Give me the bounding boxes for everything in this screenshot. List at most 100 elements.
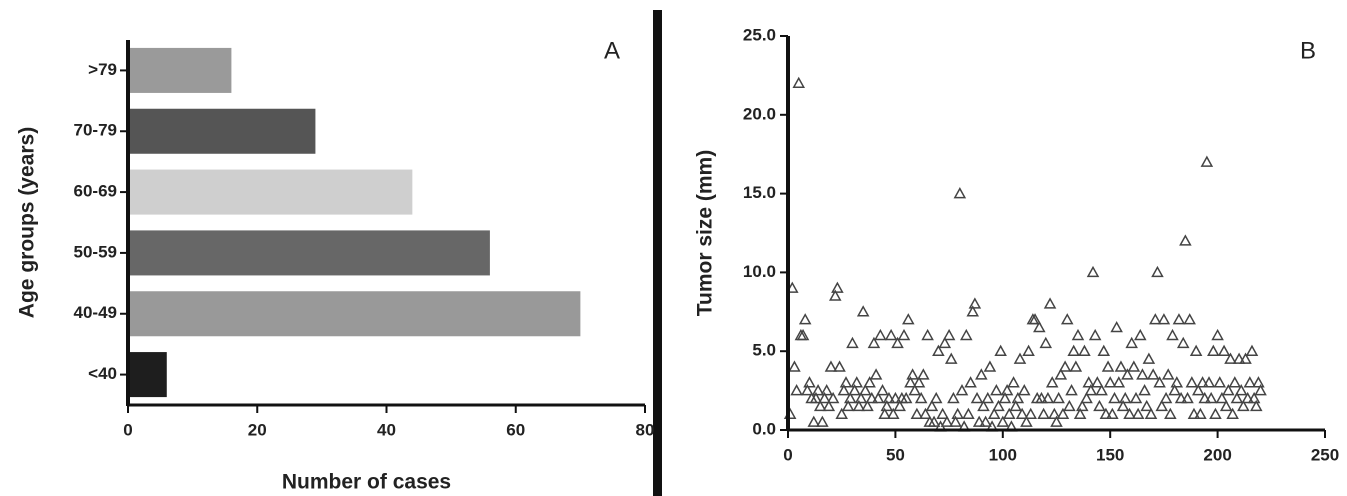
triangle-point <box>951 407 964 419</box>
triangle-point <box>796 328 810 341</box>
triangle-point <box>932 344 945 356</box>
triangle-point <box>1146 368 1160 380</box>
y-tick-label: 40-49 <box>74 303 117 322</box>
triangle-point <box>1033 321 1046 333</box>
triangle-point <box>1200 155 1214 167</box>
triangle-point <box>1101 360 1115 372</box>
triangle-point <box>972 415 986 427</box>
triangle-point <box>998 391 1012 404</box>
triangle-point <box>1136 368 1149 380</box>
triangle-point <box>994 344 1007 356</box>
triangle-point <box>1232 352 1246 364</box>
triangle-point <box>1181 391 1194 404</box>
triangle-point <box>953 187 967 199</box>
triangle-point <box>1237 399 1250 412</box>
triangle-point <box>1245 344 1259 356</box>
bar <box>128 291 581 337</box>
triangle-point <box>1247 391 1261 404</box>
triangle-point <box>977 399 990 412</box>
triangle-point <box>878 407 891 419</box>
y-axis-label: Age groups (years) <box>16 127 39 318</box>
triangle-point <box>1219 399 1233 412</box>
triangle-point <box>889 391 902 404</box>
triangle-point <box>992 399 1005 412</box>
triangle-point <box>1050 415 1063 427</box>
triangle-point <box>942 328 956 341</box>
triangle-point <box>818 391 831 404</box>
triangle-point <box>1084 384 1098 396</box>
triangle-point <box>788 360 801 372</box>
triangle-point <box>1153 376 1166 388</box>
triangle-point <box>880 399 894 412</box>
y-tick-label: 25.0 <box>743 25 776 44</box>
triangle-point <box>1166 328 1179 341</box>
triangle-point <box>835 407 848 419</box>
triangle-point <box>891 336 904 349</box>
triangle-point <box>1078 344 1091 356</box>
triangle-point <box>987 407 1001 419</box>
y-tick-label: 60-69 <box>74 182 117 201</box>
triangle-point <box>1067 344 1080 356</box>
triangle-point <box>983 360 997 372</box>
triangle-point <box>1215 391 1229 404</box>
triangle-point <box>1252 376 1265 388</box>
triangle-point <box>1129 391 1143 404</box>
x-tick-label: 50 <box>886 445 905 464</box>
triangle-point <box>1189 344 1203 356</box>
x-tick-label: 250 <box>1311 445 1339 464</box>
triangle-point <box>910 407 924 419</box>
bar <box>128 47 232 93</box>
y-tick-label: 50-59 <box>74 242 117 261</box>
triangle-point <box>1056 407 1070 419</box>
triangle-point <box>1243 376 1257 388</box>
triangle-point <box>1194 407 1207 419</box>
triangle-point <box>1118 391 1132 404</box>
triangle-point <box>1112 376 1126 388</box>
triangle-point <box>809 391 823 404</box>
triangle-point <box>1054 368 1068 380</box>
triangle-point <box>990 384 1003 396</box>
triangle-point <box>912 376 926 388</box>
triangle-point <box>1007 376 1020 388</box>
triangle-point <box>1121 368 1134 380</box>
triangle-point <box>826 391 840 404</box>
triangle-point <box>1103 376 1117 388</box>
triangle-point <box>1140 399 1153 412</box>
x-tick-label: 40 <box>377 420 396 439</box>
triangle-point <box>897 328 911 341</box>
triangle-point <box>1224 352 1237 364</box>
triangle-point <box>949 415 962 427</box>
triangle-point <box>1015 407 1029 419</box>
triangle-point <box>841 399 855 412</box>
triangle-point <box>1144 407 1158 419</box>
bar <box>128 169 413 215</box>
triangle-point <box>947 391 960 404</box>
triangle-point <box>968 297 982 309</box>
triangle-point <box>919 407 932 419</box>
triangle-point <box>1000 384 1014 396</box>
triangle-point <box>837 384 851 396</box>
y-tick-label: 20.0 <box>743 104 776 123</box>
triangle-point <box>921 328 934 341</box>
triangle-point <box>1058 360 1072 372</box>
triangle-point <box>1209 407 1222 419</box>
x-tick-label: 20 <box>248 420 267 439</box>
triangle-point <box>807 415 821 427</box>
triangle-point <box>1073 407 1087 419</box>
triangle-point <box>1230 391 1244 404</box>
triangle-point <box>981 391 995 404</box>
triangle-point <box>1043 297 1057 309</box>
triangle-point <box>1196 376 1209 388</box>
triangle-point <box>1222 384 1235 396</box>
y-tick-label: 5.0 <box>752 341 776 360</box>
triangle-point <box>1161 368 1175 380</box>
triangle-point <box>1211 328 1224 341</box>
triangle-point <box>1234 384 1248 396</box>
triangle-point <box>1170 376 1184 388</box>
y-tick-label: <40 <box>88 364 117 383</box>
x-tick-label: 100 <box>989 445 1017 464</box>
x-tick-label: 60 <box>506 420 525 439</box>
triangle-point <box>846 336 859 349</box>
triangle-point <box>1011 391 1025 404</box>
triangle-point <box>1063 399 1076 412</box>
